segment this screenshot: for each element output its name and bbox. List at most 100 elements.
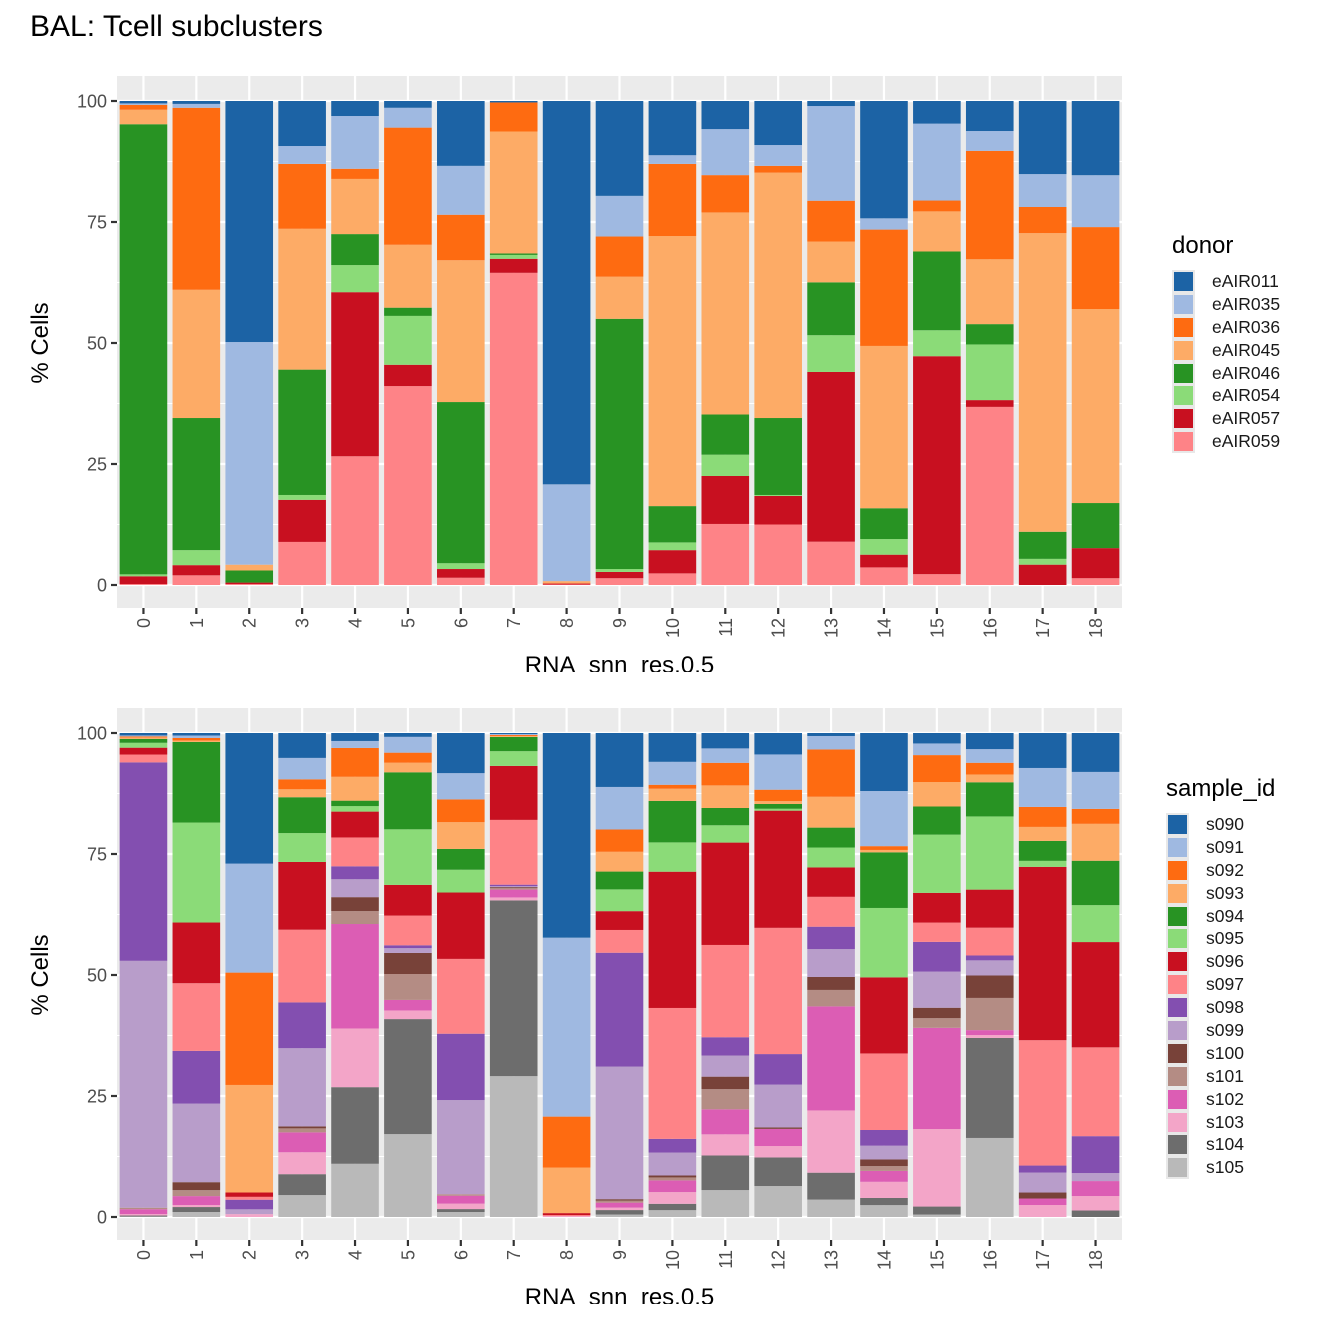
y-tick-label: 0 bbox=[97, 1208, 107, 1228]
x-tick-label: 18 bbox=[1086, 618, 1106, 638]
legend-label: s090 bbox=[1206, 813, 1244, 834]
bar-segment-s103 bbox=[172, 1205, 221, 1208]
legend-label: eAIR046 bbox=[1212, 362, 1281, 383]
bar-stack-4 bbox=[331, 101, 379, 585]
bar-segment-s104 bbox=[595, 1210, 644, 1215]
bar-segment-s105 bbox=[384, 1134, 432, 1217]
bar-segment-s092 bbox=[807, 749, 855, 797]
bar-segment-s104 bbox=[119, 1215, 168, 1217]
bar-segment-eAIR054 bbox=[384, 315, 432, 365]
x-tick-label: 14 bbox=[874, 618, 894, 638]
bar-segment-s100 bbox=[701, 1076, 750, 1090]
y-tick-label: 100 bbox=[77, 92, 107, 112]
bar-segment-eAIR054 bbox=[807, 335, 855, 372]
bar-segment-eAIR046 bbox=[701, 414, 750, 455]
bar-segment-s093 bbox=[648, 788, 697, 801]
bar-segment-s103 bbox=[1071, 1196, 1120, 1211]
bar-segment-s102 bbox=[1071, 1181, 1120, 1197]
bar-segment-s095 bbox=[965, 816, 1014, 890]
bar-segment-s102 bbox=[648, 1180, 697, 1193]
bar-segment-s096 bbox=[172, 922, 221, 984]
bar-segment-eAIR046 bbox=[595, 318, 644, 570]
legend-item-eAIR054: eAIR054 bbox=[1172, 384, 1280, 408]
bar-segment-s099 bbox=[172, 1103, 221, 1183]
legend-item-s100: s100 bbox=[1166, 1041, 1275, 1065]
bar-stack-5 bbox=[384, 101, 432, 585]
bar-segment-s094 bbox=[278, 797, 326, 834]
bar-segment-s101 bbox=[860, 1166, 908, 1171]
bar-segment-eAIR054 bbox=[860, 539, 908, 555]
legend-item-eAIR011: eAIR011 bbox=[1172, 269, 1280, 293]
bar-segment-s090 bbox=[807, 733, 855, 736]
bar-stack-7 bbox=[489, 101, 538, 585]
bar-segment-s095 bbox=[119, 742, 168, 748]
legend-swatch bbox=[1166, 1018, 1189, 1042]
x-tick-label: 17 bbox=[1033, 1250, 1053, 1270]
bar-segment-eAIR036 bbox=[384, 127, 432, 245]
bar-segment-s095 bbox=[384, 829, 432, 885]
bar-segment-s092 bbox=[119, 736, 168, 738]
bar-segment-s090 bbox=[648, 733, 697, 762]
bar-segment-s104 bbox=[701, 1155, 750, 1191]
bar-segment-eAIR045 bbox=[860, 345, 908, 509]
bar-segment-s092 bbox=[489, 734, 538, 736]
bar-segment-s102 bbox=[119, 1209, 168, 1215]
bar-segment-s098 bbox=[384, 945, 432, 949]
bar-segment-s095 bbox=[172, 822, 221, 923]
bar-stack-15 bbox=[913, 101, 961, 585]
bar-stack-10 bbox=[648, 101, 697, 585]
bar-segment-s096 bbox=[1018, 866, 1067, 1041]
legend-swatch bbox=[1172, 407, 1195, 431]
bar-segment-s104 bbox=[489, 900, 538, 1077]
bar-segment-s093 bbox=[384, 762, 432, 773]
bar-segment-s093 bbox=[860, 849, 908, 853]
bar-segment-s103 bbox=[913, 1129, 961, 1207]
bar-segment-s092 bbox=[225, 972, 274, 1085]
bar-segment-s104 bbox=[807, 1172, 855, 1200]
bar-segment-eAIR036 bbox=[648, 163, 697, 237]
bar-segment-s096 bbox=[489, 765, 538, 820]
bar-segment-eAIR045 bbox=[542, 581, 591, 584]
bar-segment-s091 bbox=[913, 743, 961, 756]
bar-segment-s091 bbox=[119, 735, 168, 737]
bar-segment-s094 bbox=[384, 772, 432, 830]
bar-segment-eAIR054 bbox=[1018, 558, 1067, 565]
bar-segment-s104 bbox=[172, 1207, 221, 1213]
legend-label: s102 bbox=[1206, 1088, 1244, 1109]
bar-segment-s097 bbox=[172, 983, 221, 1051]
y-axis-title: % Cells bbox=[27, 302, 54, 383]
bar-segment-s091 bbox=[542, 937, 591, 1117]
bar-segment-s098 bbox=[225, 1199, 274, 1210]
bar-segment-s091 bbox=[807, 735, 855, 750]
bar-segment-eAIR045 bbox=[965, 259, 1014, 325]
legend-label: s104 bbox=[1206, 1134, 1244, 1155]
bar-segment-eAIR046 bbox=[913, 251, 961, 331]
legend-label: s100 bbox=[1206, 1042, 1244, 1063]
bar-segment-s094 bbox=[1018, 840, 1067, 861]
bar-segment-s105 bbox=[913, 1214, 961, 1217]
legend-swatch bbox=[1166, 904, 1189, 928]
bar-stack-11 bbox=[701, 101, 750, 585]
bar-segment-eAIR057 bbox=[648, 550, 697, 574]
x-tick-label: 8 bbox=[557, 1250, 577, 1260]
bar-stack-8 bbox=[542, 733, 591, 1217]
bar-segment-s091 bbox=[1018, 767, 1067, 807]
bar-segment-s095 bbox=[913, 834, 961, 893]
bar-stack-6 bbox=[437, 733, 485, 1217]
bar-segment-s101 bbox=[331, 911, 379, 925]
bar-segment-s097 bbox=[437, 958, 485, 1034]
bar-segment-eAIR035 bbox=[595, 195, 644, 237]
x-tick-label: 18 bbox=[1086, 1250, 1106, 1270]
bar-segment-s099 bbox=[648, 1152, 697, 1176]
legend-label: s093 bbox=[1206, 882, 1244, 903]
bar-segment-eAIR036 bbox=[437, 214, 485, 261]
bar-segment-eAIR054 bbox=[754, 494, 802, 496]
bar-segment-s098 bbox=[1018, 1165, 1067, 1173]
bar-stack-3 bbox=[278, 101, 326, 585]
legend-item-s096: s096 bbox=[1166, 950, 1275, 974]
bar-segment-s093 bbox=[331, 776, 379, 801]
bar-segment-eAIR059 bbox=[119, 584, 168, 585]
bar-segment-eAIR035 bbox=[225, 342, 274, 565]
x-tick-label: 6 bbox=[451, 1250, 471, 1260]
bar-segment-s095 bbox=[489, 751, 538, 766]
